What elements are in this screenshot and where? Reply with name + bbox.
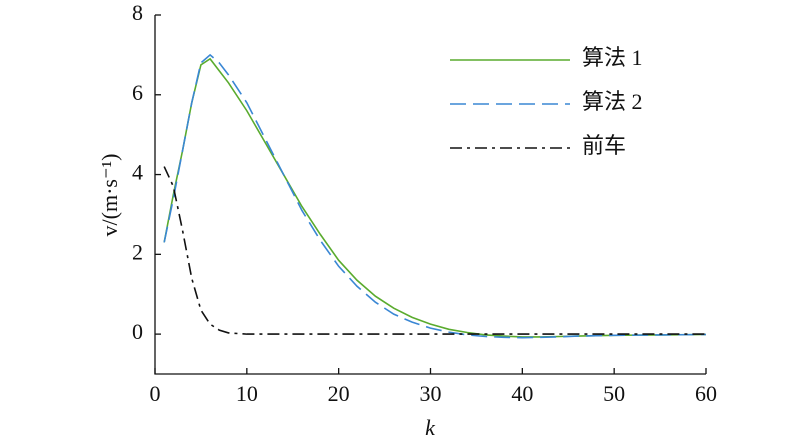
line [163, 57, 707, 338]
x-tick-label: 20 [328, 381, 350, 406]
x-tick-label: 50 [603, 381, 625, 406]
x-axis-label: k [425, 415, 436, 440]
y-tick-label: 4 [132, 160, 143, 185]
x-tick-label: 0 [150, 381, 161, 406]
line [163, 166, 706, 335]
x-tick-label: 60 [695, 381, 717, 406]
y-tick-label: 2 [132, 239, 143, 264]
x-tick-label: 30 [420, 381, 442, 406]
y-axis-label: v/(m·s⁻¹) [97, 154, 122, 237]
y-tick-label: 6 [132, 80, 143, 105]
y-tick-label: 0 [132, 319, 143, 344]
legend-label: 算法 1 [582, 45, 643, 70]
x-tick-label: 10 [236, 381, 258, 406]
x-tick-label: 40 [511, 381, 533, 406]
legend-label: 前车 [582, 133, 626, 158]
y-tick-label: 8 [132, 0, 143, 25]
line [163, 53, 707, 339]
legend-label: 算法 2 [582, 89, 643, 114]
